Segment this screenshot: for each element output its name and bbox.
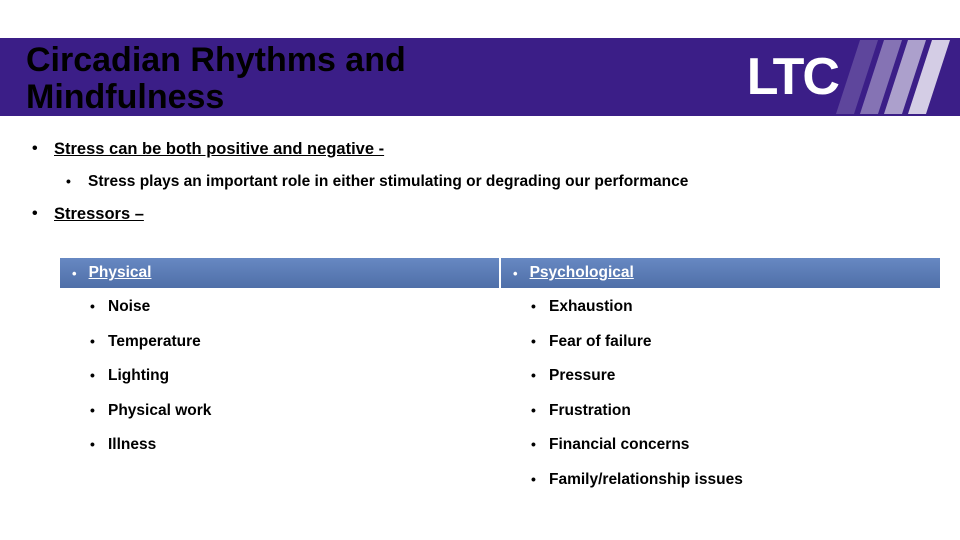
column-physical-header: • Physical xyxy=(60,258,499,288)
list-item: Illness xyxy=(60,436,499,455)
list-item: Physical work xyxy=(60,402,499,421)
list-item: Frustration xyxy=(501,402,940,421)
top-bullets: Stress can be both positive and negative… xyxy=(26,140,940,224)
content-area: Stress can be both positive and negative… xyxy=(26,140,940,238)
logo: LTC xyxy=(618,40,938,114)
bullet-stress-label: Stress can be both positive and negative… xyxy=(54,140,384,158)
list-item: Temperature xyxy=(60,333,499,352)
column-physical-items: Noise Temperature Lighting Physical work… xyxy=(60,288,499,455)
logo-text: LTC xyxy=(747,47,838,107)
bullet-stress-detail: Stress plays an important role in either… xyxy=(54,173,940,191)
stressors-columns: • Physical Noise Temperature Lighting Ph… xyxy=(60,258,940,506)
column-psychological-items: Exhaustion Fear of failure Pressure Frus… xyxy=(501,288,940,490)
list-item: Pressure xyxy=(501,367,940,386)
column-psychological: • Psychological Exhaustion Fear of failu… xyxy=(501,258,940,506)
column-physical: • Physical Noise Temperature Lighting Ph… xyxy=(60,258,499,506)
slide-title: Circadian Rhythms and Mindfulness xyxy=(26,42,526,115)
list-item: Lighting xyxy=(60,367,499,386)
list-item: Family/relationship issues xyxy=(501,471,940,490)
logo-stripes xyxy=(848,40,938,114)
bullet-stress: Stress can be both positive and negative… xyxy=(26,140,940,191)
column-physical-header-text: Physical xyxy=(89,264,152,282)
list-item: Noise xyxy=(60,298,499,317)
column-psychological-header-text: Psychological xyxy=(530,264,634,282)
list-item: Exhaustion xyxy=(501,298,940,317)
list-item: Financial concerns xyxy=(501,436,940,455)
bullet-stressors-label: Stressors – xyxy=(54,205,144,223)
list-item: Fear of failure xyxy=(501,333,940,352)
column-psychological-header: • Psychological xyxy=(501,258,940,288)
bullet-stressors: Stressors – xyxy=(26,205,940,224)
